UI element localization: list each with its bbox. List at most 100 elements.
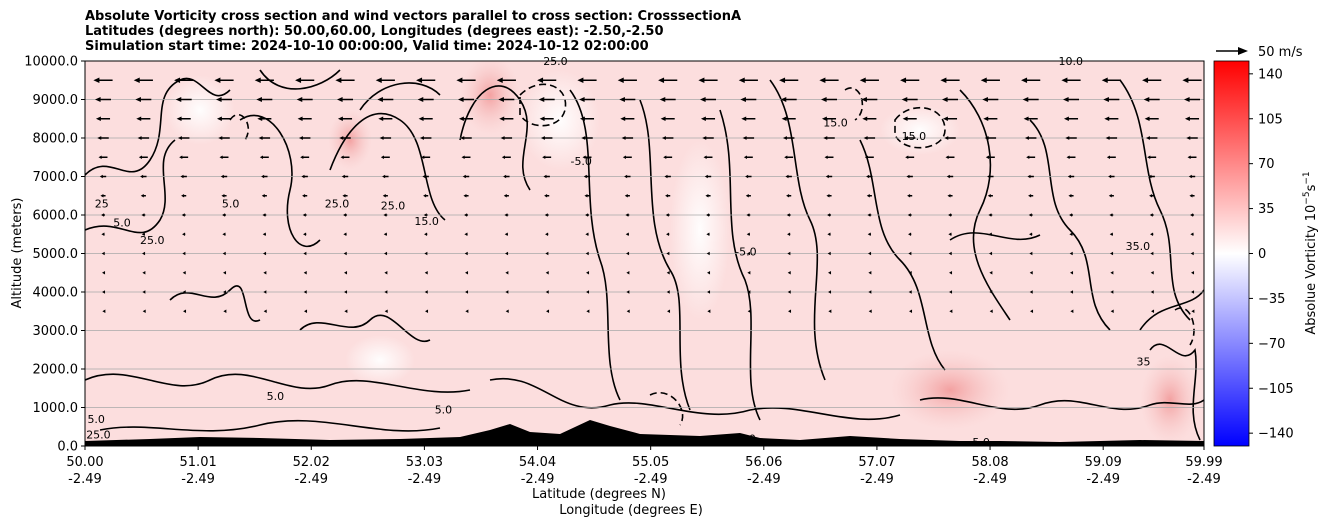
wind-arrow-head [787, 251, 791, 256]
wind-arrow-head [141, 232, 145, 237]
wind-arrow-head [1070, 309, 1074, 314]
wind-arrow-head [784, 155, 788, 160]
wind-arrow-head [175, 96, 182, 103]
colorbar-label-text: Absolue Vorticity 10 [1304, 205, 1319, 335]
wind-arrow-head [458, 116, 464, 121]
wind-arrow-head [940, 77, 947, 83]
wind-arrow-head [984, 136, 989, 140]
wind-arrow-head [706, 232, 710, 237]
wind-arrow-head [1189, 193, 1193, 198]
wind-arrow-head [382, 174, 386, 179]
wind-arrow-head [747, 290, 751, 294]
wind-arrow-head [661, 136, 666, 140]
contour-label: 5.0 [113, 217, 131, 230]
wind-arrow-head [256, 96, 262, 103]
wind-arrow-head [1110, 290, 1114, 294]
wind-arrow-head [340, 155, 344, 160]
wind-arrow-head [665, 193, 669, 198]
contour-line [259, 69, 341, 90]
contour-label: 5.0 [435, 403, 453, 416]
contour-label: 5.0 [222, 197, 240, 210]
y-tick-label: 2000.0 [33, 363, 79, 378]
colorbar-tick-label: 140 [1258, 67, 1283, 82]
wind-arrow-head [1027, 174, 1031, 179]
wind-arrow-head [503, 193, 507, 198]
wind-arrow-head [1150, 290, 1154, 294]
wind-arrow-head [295, 77, 302, 83]
contour-label: 25.0 [381, 199, 406, 212]
wind-arrow-head [1106, 155, 1110, 160]
wind-arrow-head [1143, 96, 1150, 103]
wind-arrow-head [220, 174, 224, 179]
wind-arrow-head [344, 309, 348, 314]
wind-arrow-head [625, 232, 629, 237]
wind-arrow-head [945, 155, 949, 160]
wind-arrow-head [626, 270, 630, 275]
wind-arrow-head [625, 213, 629, 217]
wind-arrow-head [828, 290, 832, 294]
wind-arrow-head [908, 232, 912, 237]
wind-arrow-head [779, 77, 786, 83]
wind-arrow-head [545, 251, 549, 256]
wind-arrow-head [622, 155, 626, 160]
contour-line [1139, 289, 1204, 331]
wind-arrow-head [1187, 155, 1191, 160]
wind-arrow-head [1063, 116, 1069, 121]
contour-line [1029, 119, 1111, 331]
wind-arrow-head [786, 213, 790, 217]
wind-arrow-head [868, 290, 872, 294]
wind-arrow-head [901, 96, 908, 103]
wind-arrow-head [1063, 96, 1069, 103]
wind-arrow-head [136, 116, 142, 121]
contour-line [1119, 79, 1191, 321]
wind-arrow-head [861, 96, 867, 103]
wind-arrow-head [218, 136, 223, 140]
colorbar-label: Absolue Vorticity 10−5s−1 [1302, 171, 1319, 334]
chart-title-line-1: Absolute Vorticity cross section and win… [85, 9, 742, 24]
wind-arrow-head [505, 251, 509, 256]
wind-arrow-head [827, 251, 831, 256]
wind-arrow-head [342, 193, 346, 198]
wind-arrow-head [908, 270, 912, 275]
wind-arrow-head [660, 116, 666, 121]
vorticity-field [165, 61, 1200, 445]
wind-arrow-head [343, 251, 347, 256]
wind-arrow-head [1066, 155, 1070, 160]
contour-line [85, 77, 231, 176]
contour-line [169, 285, 261, 322]
wind-arrow-head [498, 96, 504, 103]
wind-arrow-head [540, 136, 545, 140]
wind-arrow-head [339, 136, 344, 140]
wind-arrow-head [464, 232, 468, 237]
wind-arrow-head [823, 136, 828, 140]
wind-arrow-head [1069, 232, 1073, 237]
wind-arrow-head [989, 270, 993, 275]
wind-arrow-head [261, 174, 265, 179]
wind-arrow-head [183, 309, 187, 314]
contour-label: 15.0 [902, 130, 927, 143]
wind-arrow-head [585, 213, 589, 217]
wind-arrow-head [667, 309, 671, 314]
colorbar: 140 105 70 35 0 −35 −70 −105 −140 Absolue Vortic… [1213, 60, 1319, 447]
x-tick-label-lat: 51.01 [180, 455, 217, 470]
contour-line [719, 109, 761, 421]
wind-arrow-head [137, 136, 142, 140]
contour-line [359, 82, 441, 111]
wind-arrow-head [1024, 136, 1029, 140]
wind-arrow-head [465, 270, 469, 275]
y-tick-label: 6000.0 [33, 209, 79, 224]
wind-arrow-head [102, 309, 106, 314]
colorbar-tick-label: −105 [1258, 382, 1294, 397]
contour-lines [85, 69, 1204, 441]
x-tick-label-lat: 57.07 [858, 455, 895, 470]
wind-arrow-head [1070, 290, 1074, 294]
wind-arrow-head [707, 309, 711, 314]
wind-arrow-head [302, 213, 306, 217]
wind-arrow-head [700, 96, 706, 103]
wind-arrow-head [949, 309, 953, 314]
wind-arrow-head [782, 136, 787, 140]
wind-arrow-head [303, 290, 307, 294]
wind-arrow-head [423, 193, 427, 198]
wind-arrow-head [1067, 174, 1071, 179]
wind-arrow-head [384, 251, 388, 256]
